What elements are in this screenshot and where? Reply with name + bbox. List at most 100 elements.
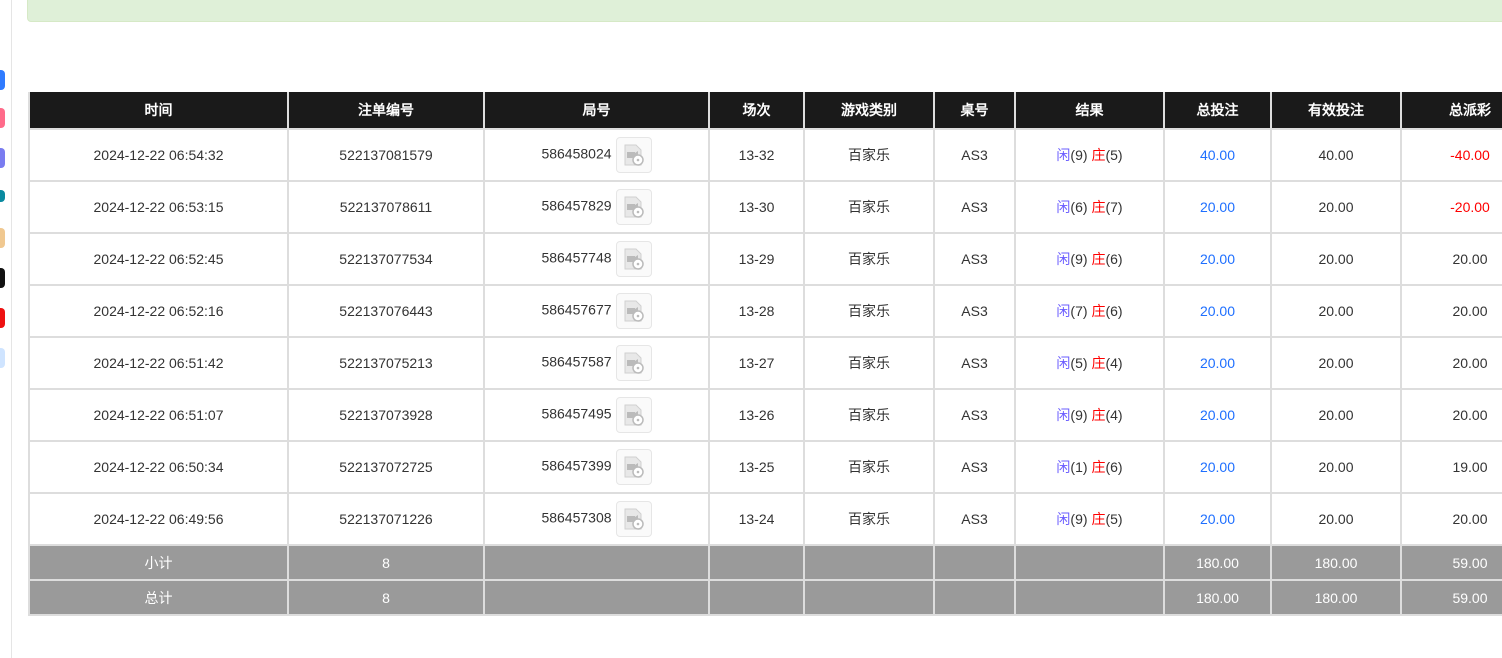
table-row: 2024-12-22 06:50:34 522137072725 5864573… xyxy=(28,440,1502,494)
cell-round: 586458024 xyxy=(483,128,710,182)
banker-score: (5) xyxy=(1105,147,1123,163)
cell-bet-id: 522137076443 xyxy=(287,284,485,338)
video-replay-icon[interactable] xyxy=(615,241,652,277)
cell-valid-bet: 20.00 xyxy=(1270,284,1402,338)
video-replay-icon[interactable] xyxy=(615,397,652,433)
app-icon[interactable] xyxy=(0,268,5,288)
app-icon[interactable] xyxy=(0,70,5,90)
cell-payout: 20.00 xyxy=(1400,284,1502,338)
cell-session: 13-26 xyxy=(708,388,805,442)
player-score: (7) xyxy=(1070,303,1088,319)
header-payout: 总派彩 xyxy=(1400,92,1502,130)
cell-payout: 20.00 xyxy=(1400,336,1502,390)
header-time: 时间 xyxy=(28,92,289,130)
player-label: 闲 xyxy=(1056,407,1071,423)
app-icon[interactable] xyxy=(0,348,5,368)
cell-round: 586457587 xyxy=(483,336,710,390)
cell-session: 13-32 xyxy=(708,128,805,182)
sidebar xyxy=(0,0,12,658)
cell-valid-bet: 20.00 xyxy=(1270,440,1402,494)
header-bet-id: 注单编号 xyxy=(287,92,485,130)
round-number: 586457495 xyxy=(541,405,612,422)
player-score: (5) xyxy=(1070,355,1088,371)
player-label: 闲 xyxy=(1056,355,1071,371)
cell-time: 2024-12-22 06:49:56 xyxy=(28,492,289,546)
cell-payout: 20.00 xyxy=(1400,232,1502,286)
video-replay-icon[interactable] xyxy=(615,293,652,329)
summary-valid-bet: 180.00 xyxy=(1270,544,1402,581)
round-number: 586457587 xyxy=(541,353,612,370)
banker-label: 庄 xyxy=(1091,251,1106,267)
cell-result: 闲(9) 庄(6) xyxy=(1014,232,1165,286)
app-icon[interactable] xyxy=(0,308,5,328)
app-icon[interactable] xyxy=(0,148,5,168)
player-label: 闲 xyxy=(1056,511,1071,527)
summary-payout: 59.00 xyxy=(1400,544,1502,581)
header-valid-bet: 有效投注 xyxy=(1270,92,1402,130)
cell-session: 13-27 xyxy=(708,336,805,390)
cell-session: 13-30 xyxy=(708,180,805,234)
cell-round: 586457495 xyxy=(483,388,710,442)
cell-bet-id: 522137081579 xyxy=(287,128,485,182)
cell-total-bet: 20.00 xyxy=(1163,492,1272,546)
cell-session: 13-28 xyxy=(708,284,805,338)
app-icon[interactable] xyxy=(0,190,5,202)
banker-score: (4) xyxy=(1105,355,1123,371)
cell-total-bet: 20.00 xyxy=(1163,232,1272,286)
cell-bet-id: 522137072725 xyxy=(287,440,485,494)
cell-bet-id: 522137077534 xyxy=(287,232,485,286)
summary-total-bet: 180.00 xyxy=(1163,544,1272,581)
summary-count: 8 xyxy=(287,544,485,581)
header-total-bet: 总投注 xyxy=(1163,92,1272,130)
round-number: 586457308 xyxy=(541,509,612,526)
summary-count: 8 xyxy=(287,579,485,616)
table-row: 2024-12-22 06:52:16 522137076443 5864576… xyxy=(28,284,1502,338)
cell-time: 2024-12-22 06:52:45 xyxy=(28,232,289,286)
cell-result: 闲(7) 庄(6) xyxy=(1014,284,1165,338)
app-icon[interactable] xyxy=(0,228,5,248)
cell-table-no: AS3 xyxy=(933,284,1016,338)
round-number: 586457748 xyxy=(541,249,612,266)
banker-label: 庄 xyxy=(1091,355,1106,371)
cell-game-type: 百家乐 xyxy=(803,284,935,338)
cell-game-type: 百家乐 xyxy=(803,180,935,234)
app-icon[interactable] xyxy=(0,108,5,128)
table-row: 2024-12-22 06:54:32 522137081579 5864580… xyxy=(28,128,1502,182)
banker-score: (4) xyxy=(1105,407,1123,423)
cell-round: 586457677 xyxy=(483,284,710,338)
video-replay-icon[interactable] xyxy=(615,345,652,381)
cell-game-type: 百家乐 xyxy=(803,492,935,546)
cell-payout: 20.00 xyxy=(1400,492,1502,546)
cell-bet-id: 522137075213 xyxy=(287,336,485,390)
bet-records-table: 时间 注单编号 局号 场次 游戏类别 桌号 结果 总投注 有效投注 总派彩 2024-12-22 … xyxy=(28,92,1502,616)
video-replay-icon[interactable] xyxy=(615,501,652,537)
table-row: 2024-12-22 06:51:07 522137073928 5864574… xyxy=(28,388,1502,442)
round-number: 586457829 xyxy=(541,197,612,214)
cell-round: 586457748 xyxy=(483,232,710,286)
cell-game-type: 百家乐 xyxy=(803,336,935,390)
summary-label: 小计 xyxy=(28,544,289,581)
player-label: 闲 xyxy=(1056,303,1071,319)
cell-result: 闲(1) 庄(6) xyxy=(1014,440,1165,494)
cell-valid-bet: 40.00 xyxy=(1270,128,1402,182)
player-score: (9) xyxy=(1070,407,1088,423)
cell-bet-id: 522137073928 xyxy=(287,388,485,442)
player-label: 闲 xyxy=(1056,147,1071,163)
cell-total-bet: 20.00 xyxy=(1163,284,1272,338)
cell-total-bet: 40.00 xyxy=(1163,128,1272,182)
cell-total-bet: 20.00 xyxy=(1163,336,1272,390)
player-label: 闲 xyxy=(1056,199,1071,215)
banker-score: (7) xyxy=(1105,199,1123,215)
video-replay-icon[interactable] xyxy=(615,189,652,225)
summary-label: 总计 xyxy=(28,579,289,616)
video-replay-icon[interactable] xyxy=(615,137,652,173)
cell-table-no: AS3 xyxy=(933,388,1016,442)
summary-payout: 59.00 xyxy=(1400,579,1502,616)
banker-score: (6) xyxy=(1105,303,1123,319)
video-replay-icon[interactable] xyxy=(615,449,652,485)
player-score: (1) xyxy=(1070,459,1088,475)
summary-row: 总计 8 180.00 180.00 59.00 xyxy=(28,579,1502,616)
cell-session: 13-24 xyxy=(708,492,805,546)
cell-time: 2024-12-22 06:52:16 xyxy=(28,284,289,338)
cell-valid-bet: 20.00 xyxy=(1270,388,1402,442)
